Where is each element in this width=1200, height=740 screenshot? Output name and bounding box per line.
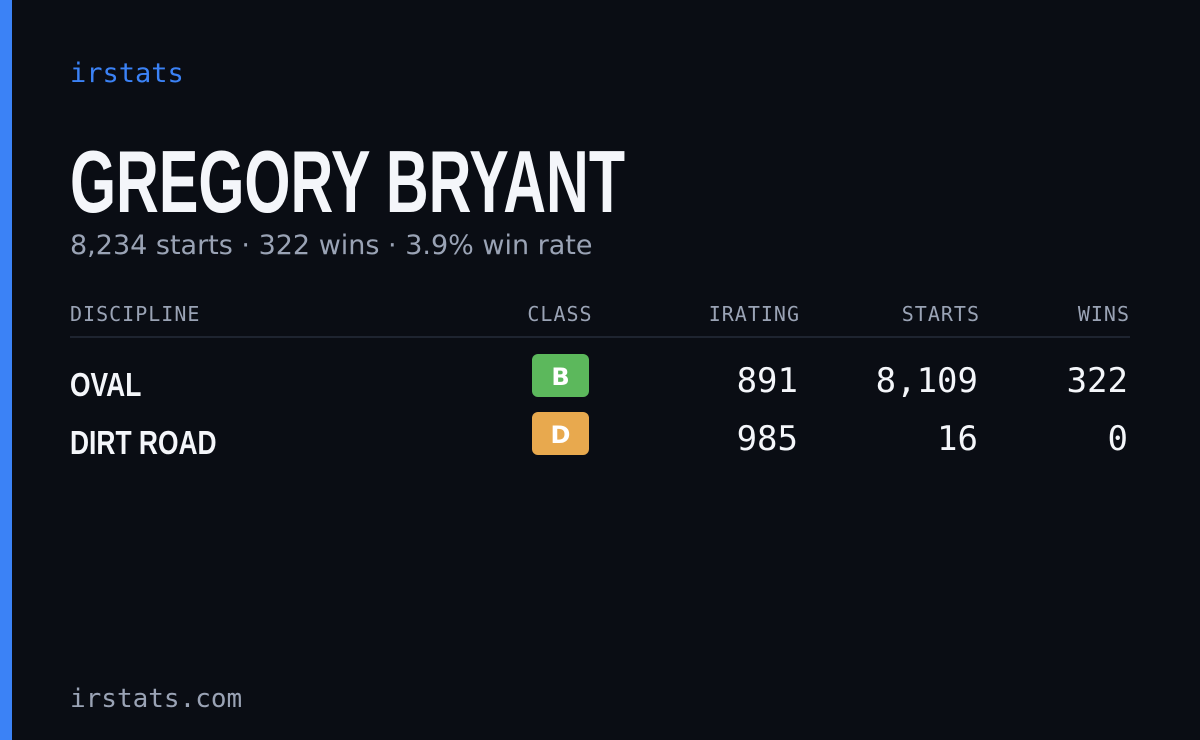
irating: 891 xyxy=(737,361,798,401)
driver-name: GREGORY BRYANT xyxy=(70,132,625,231)
brand: irstats xyxy=(70,58,184,89)
column-header: WINS xyxy=(1078,302,1130,326)
wins: 0 xyxy=(1108,419,1128,459)
class-badge xyxy=(532,412,589,455)
class-letter: B xyxy=(551,363,569,391)
class-badge xyxy=(532,354,589,397)
column-header: IRATING xyxy=(709,302,800,326)
discipline: OVAL xyxy=(70,367,141,403)
starts: 8,109 xyxy=(876,361,978,401)
column-header: STARTS xyxy=(902,302,980,326)
driver-summary: 8,234 starts · 322 wins · 3.9% win rate xyxy=(70,230,593,261)
table-row: OVAL B 891 8,109 322 xyxy=(70,354,1128,404)
table-row: DIRT ROAD D 985 16 0 xyxy=(70,412,1128,462)
wins: 322 xyxy=(1067,361,1128,401)
column-header: CLASS xyxy=(527,302,592,326)
footer: irstats.com xyxy=(70,684,242,714)
accent-bar xyxy=(0,0,12,740)
discipline: DIRT ROAD xyxy=(70,425,217,461)
column-header: DISCIPLINE xyxy=(70,302,200,326)
class-letter: D xyxy=(551,421,571,449)
starts: 16 xyxy=(937,419,978,459)
irating: 985 xyxy=(737,419,798,459)
